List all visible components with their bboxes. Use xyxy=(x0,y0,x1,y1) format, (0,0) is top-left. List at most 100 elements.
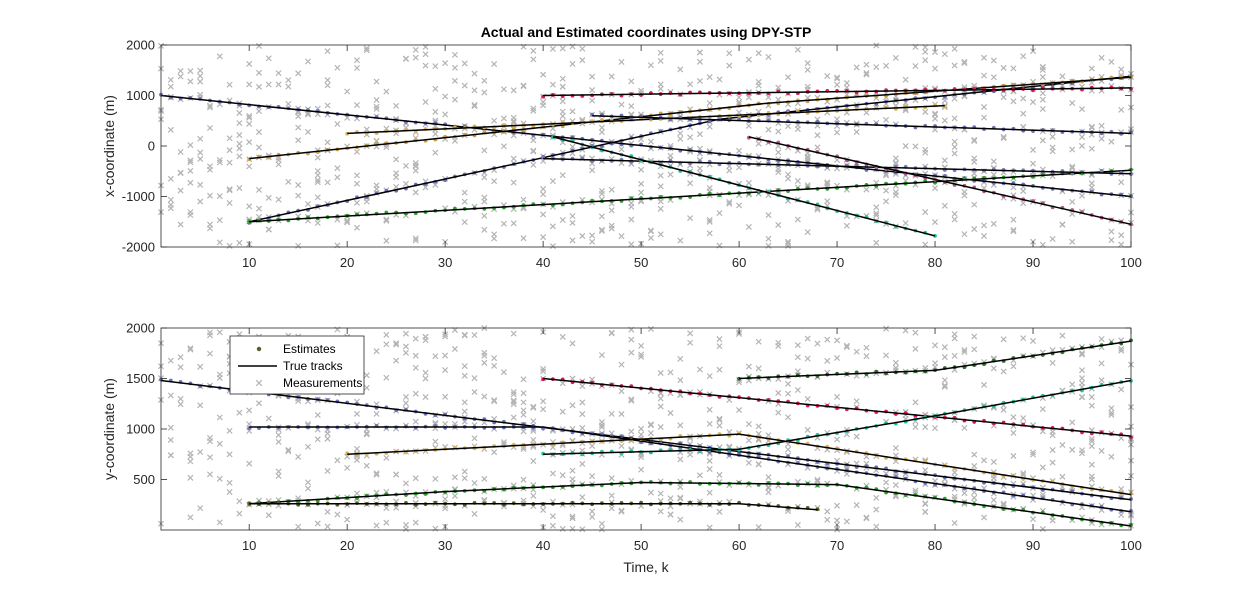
measurement-mark xyxy=(461,408,468,415)
measurement-mark xyxy=(344,516,351,523)
measurement-mark xyxy=(941,117,948,124)
measurement-mark xyxy=(765,489,772,496)
measurement-mark xyxy=(863,71,870,78)
measurement-mark xyxy=(373,78,380,85)
measurement-mark xyxy=(873,212,880,219)
x-tick-label: 10 xyxy=(242,538,256,553)
measurement-mark xyxy=(236,120,243,127)
measurement-mark xyxy=(383,88,390,95)
measurement-mark xyxy=(912,487,919,494)
measurement-mark xyxy=(402,162,409,169)
measurement-mark xyxy=(187,345,194,352)
measurement-mark xyxy=(618,388,625,395)
measurement-mark xyxy=(353,180,360,187)
measurement-mark xyxy=(892,482,899,489)
true-track-line xyxy=(592,114,1132,135)
measurement-mark xyxy=(167,196,174,203)
measurement-mark xyxy=(216,239,223,246)
measurement-mark xyxy=(295,181,302,188)
measurement-mark xyxy=(540,185,547,192)
measurement-mark xyxy=(255,108,263,115)
measurement-mark xyxy=(951,45,958,52)
measurement-mark xyxy=(569,375,576,382)
measurement-mark xyxy=(442,505,449,512)
measurement-mark xyxy=(559,216,566,224)
measurement-mark xyxy=(500,86,507,93)
measurement-mark xyxy=(1069,165,1076,172)
measurement-mark xyxy=(589,513,596,520)
measurement-mark xyxy=(628,397,635,404)
true-track-line xyxy=(347,104,945,135)
measurement-mark xyxy=(481,89,488,96)
measurement-mark xyxy=(638,189,645,196)
measurement-mark xyxy=(206,438,214,445)
measurement-mark xyxy=(667,409,674,417)
measurement-mark xyxy=(1020,123,1027,130)
measurement-mark xyxy=(569,525,576,532)
measurement-mark xyxy=(971,137,978,144)
measurement-mark xyxy=(461,399,468,406)
measurement-mark xyxy=(1098,135,1105,142)
measurement-mark xyxy=(706,218,713,225)
measurement-mark xyxy=(206,166,214,173)
measurement-mark xyxy=(941,157,948,164)
measurement-mark xyxy=(990,158,997,165)
measurement-mark xyxy=(726,167,733,174)
measurement-mark xyxy=(1118,485,1125,493)
x-tick-label: 100 xyxy=(1120,255,1142,270)
measurement-mark xyxy=(481,226,488,233)
measurement-mark xyxy=(246,407,253,414)
measurement-mark xyxy=(785,414,792,421)
measurement-mark xyxy=(687,215,694,222)
measurement-mark xyxy=(422,51,429,58)
true-track-line xyxy=(748,136,1132,226)
measurement-mark xyxy=(981,457,988,464)
measurement-mark xyxy=(373,137,380,144)
measurement-mark xyxy=(765,53,772,60)
measurement-mark xyxy=(990,171,997,178)
measurement-mark xyxy=(892,159,899,166)
measurement-mark xyxy=(932,110,939,117)
measurement-mark xyxy=(520,407,527,414)
measurement-mark xyxy=(295,523,302,530)
measurement-mark xyxy=(461,475,468,482)
x-tick-label: 10 xyxy=(242,255,256,270)
measurement-mark xyxy=(167,126,174,133)
measurement-mark xyxy=(285,77,292,84)
measurement-mark xyxy=(657,205,664,212)
measurement-mark xyxy=(1078,450,1086,457)
measurement-mark xyxy=(990,365,997,372)
measurement-mark xyxy=(706,373,713,380)
measurement-mark xyxy=(834,436,841,443)
measurement-mark xyxy=(853,433,860,440)
track-1 xyxy=(159,377,1133,501)
measurement-mark xyxy=(638,136,645,143)
measurement-mark xyxy=(520,235,527,242)
measurement-mark xyxy=(981,222,988,229)
measurement-mark xyxy=(461,468,468,475)
measurement-mark xyxy=(990,458,997,465)
measurement-mark xyxy=(1108,228,1115,235)
measurement-mark xyxy=(246,114,253,121)
measurement-mark xyxy=(187,159,194,166)
measurement-mark xyxy=(647,138,654,145)
measurement-mark xyxy=(794,122,801,129)
measurement-mark xyxy=(363,431,370,438)
measurement-mark xyxy=(1020,470,1027,477)
measurement-mark xyxy=(1098,360,1105,367)
measurement-mark xyxy=(187,514,194,521)
measurement-mark xyxy=(530,56,537,63)
measurement-mark xyxy=(716,417,723,424)
measurement-mark xyxy=(246,112,253,119)
measurement-mark xyxy=(981,104,988,111)
measurement-mark xyxy=(1088,402,1095,409)
measurement-mark xyxy=(520,428,527,435)
measurement-mark xyxy=(383,454,390,461)
measurement-mark xyxy=(402,343,409,350)
measurement-mark xyxy=(647,62,654,69)
measurement-mark xyxy=(344,464,351,471)
measurement-mark xyxy=(442,331,449,338)
measurement-mark xyxy=(951,493,958,500)
measurement-mark xyxy=(177,73,184,80)
measurement-mark xyxy=(814,340,821,347)
